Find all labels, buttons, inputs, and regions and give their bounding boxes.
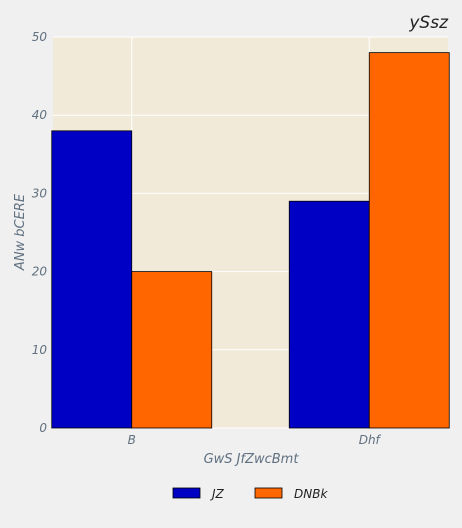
bar-jz-dhf [288,200,370,429]
y-axis-label: ANw bCERE [13,193,28,271]
x-tick-label: Dhf [359,433,382,447]
y-tick-label: 40 [32,108,48,122]
legend-swatch-dnbk [254,487,283,499]
x-axis-ticks: B Dhf [128,433,382,447]
bar-jz-b [51,130,133,429]
y-tick-label: 0 [39,421,47,435]
y-tick-label: 10 [32,343,48,357]
bars [51,52,450,429]
legend-label-dnbk: DNBk [294,487,328,501]
legend-label-jz: JZ [210,487,225,501]
y-tick-label: 30 [32,186,48,200]
y-axis-ticks: 0 10 20 30 40 50 [32,30,48,435]
x-axis-label: GwS JfZwcBmt [204,452,300,467]
y-tick-label: 20 [32,265,48,279]
chart-title: ySsz [408,13,449,33]
legend-swatch-jz [172,487,201,499]
bar-dnbk-dhf [368,52,450,429]
y-tick-label: 50 [32,30,48,44]
x-tick-label: B [128,433,136,447]
bar-dnbk-b [131,271,213,429]
legend: JZ DNBk [172,487,328,501]
